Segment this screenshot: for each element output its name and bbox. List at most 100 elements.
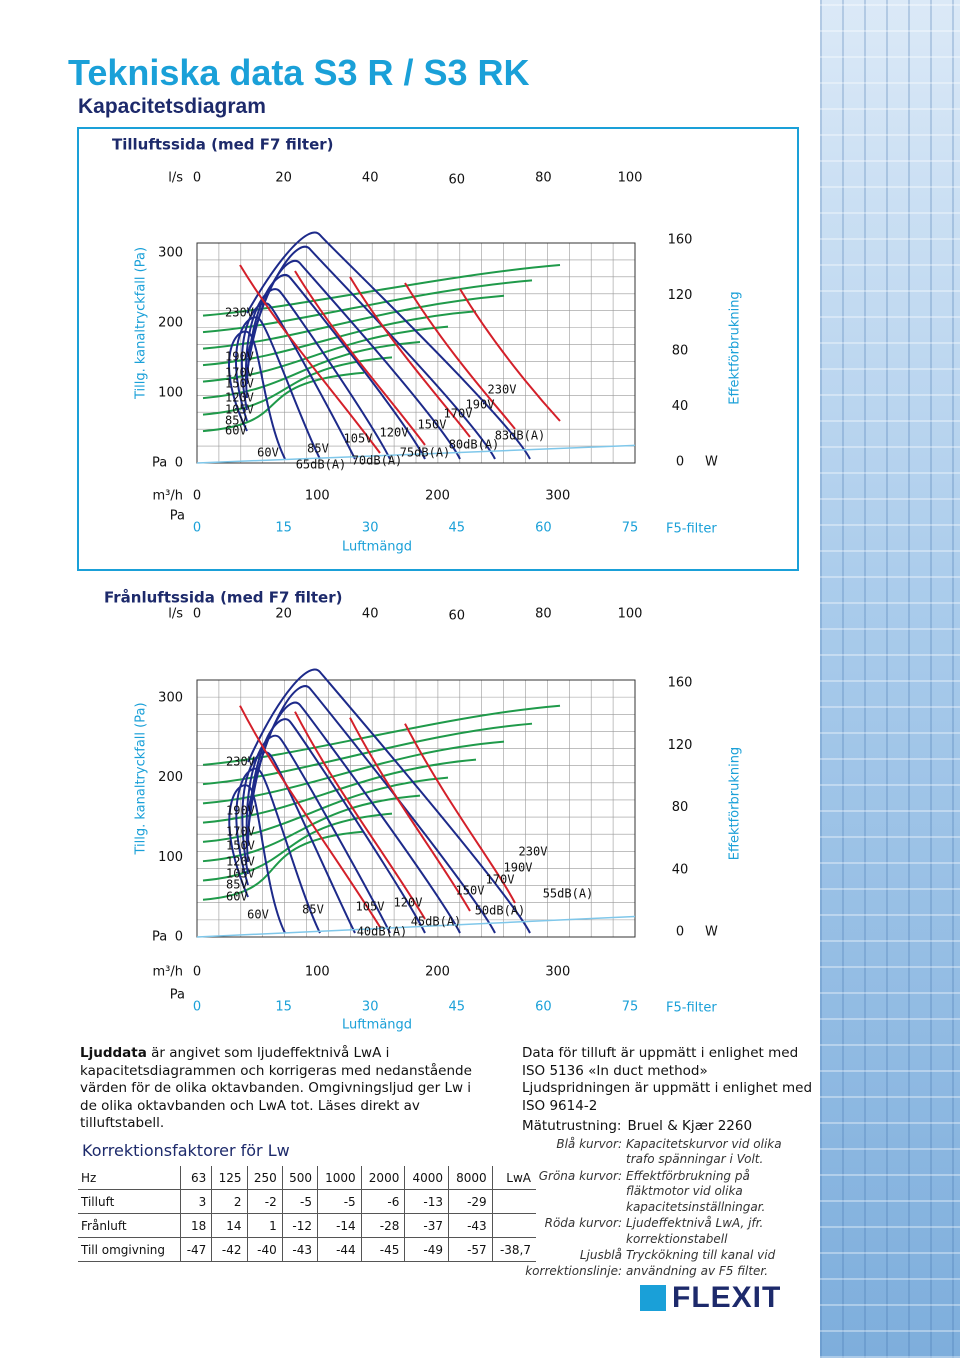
curve-label: 170V xyxy=(226,825,255,839)
table-cell: -2 xyxy=(247,1189,283,1214)
curve-label: 60V xyxy=(257,446,279,460)
power-curve xyxy=(202,740,505,805)
curve-label: 150V xyxy=(226,839,255,853)
curve-label: 170V xyxy=(486,873,515,887)
power-curve xyxy=(202,341,421,400)
pressure-tick: 300 xyxy=(158,246,183,261)
table-header-cell: LwA xyxy=(492,1166,536,1190)
curve-label: 83dB(A) xyxy=(495,429,546,443)
flow-tick: 20 xyxy=(275,607,292,622)
power-tick: 40 xyxy=(672,399,689,414)
table-cell: -45 xyxy=(361,1237,406,1262)
filter-tick: 15 xyxy=(275,1000,292,1015)
measurement-info: Data för tilluft är uppmätt i enlighet m… xyxy=(522,1045,812,1279)
legend-row: Gröna kurvor: Effektförbrukning på fläktm… xyxy=(522,1169,812,1216)
power-tick: 120 xyxy=(668,738,693,753)
pressure-tick: 300 xyxy=(158,691,183,706)
volume-tick: 0 xyxy=(193,965,201,980)
curve-label: 230V xyxy=(488,383,517,397)
flow-tick: 60 xyxy=(449,173,466,188)
equipment: Mätutrustning: Bruel & Kjær 2260 xyxy=(522,1118,812,1136)
filter-tick: 30 xyxy=(362,521,379,536)
legend-term: Blå kurvor: xyxy=(556,1136,622,1151)
curve-label: 150V xyxy=(456,884,485,898)
filter-unit: Pa xyxy=(170,509,185,524)
fan-curve xyxy=(241,751,356,934)
curve-label: 45dB(A) xyxy=(411,915,462,929)
sound-curve xyxy=(404,723,516,904)
pressure-tick: 200 xyxy=(158,316,183,331)
power-curve xyxy=(202,830,365,901)
volume-tick: 100 xyxy=(305,489,330,504)
table-cell: Frånluft xyxy=(78,1213,181,1238)
volume-tick: 100 xyxy=(305,965,330,980)
power-tick: 160 xyxy=(668,676,693,691)
table-cell: -14 xyxy=(317,1213,362,1238)
building-photo xyxy=(820,0,960,1358)
correction-table: Hz 63 125 250 500 1000 2000 4000 8000 LwA Tilluft 3… xyxy=(78,1166,536,1262)
flow-unit: l/s xyxy=(168,607,183,622)
filter-label: F5-filter xyxy=(666,522,717,537)
table-cell: -28 xyxy=(361,1213,406,1238)
filter-line xyxy=(196,444,636,464)
curve-label: 75dB(A) xyxy=(400,446,451,460)
power-curve xyxy=(202,294,505,350)
filter-tick: 75 xyxy=(622,521,639,536)
logo-icon xyxy=(640,1285,666,1311)
sound-curve xyxy=(294,711,426,920)
flow-tick: 80 xyxy=(535,171,552,186)
power-tick: 0 xyxy=(676,925,684,940)
brand-name: FLEXIT xyxy=(672,1281,782,1314)
curve-label: 105V xyxy=(226,867,255,881)
table-cell: -5 xyxy=(282,1189,319,1214)
diagram-frame xyxy=(77,127,799,571)
table-header-cell: 500 xyxy=(282,1166,319,1190)
table-row: Hz 63 125 250 500 1000 2000 4000 8000 LwA xyxy=(78,1166,536,1190)
sound-note: Ljuddata är angivet som ljudeffektnivå L… xyxy=(80,1045,480,1133)
power-tick: 160 xyxy=(668,233,693,248)
filter-tick: 15 xyxy=(275,521,292,536)
plot-border xyxy=(196,242,636,464)
power-curve xyxy=(202,371,365,433)
table-cell: Tilluft xyxy=(78,1189,181,1214)
table-header-cell: 63 xyxy=(180,1166,213,1190)
curve-label: 120V xyxy=(380,426,409,440)
fan-curve xyxy=(247,668,531,934)
pressure-label: Tillg. kanaltryckfall (Pa) xyxy=(134,247,149,400)
curve-label: 170V xyxy=(444,407,473,421)
diagram-title: Tilluftssida (med F7 filter) xyxy=(112,136,334,154)
power-curve xyxy=(202,794,421,863)
flow-tick: 40 xyxy=(362,607,379,622)
brand-logo: FLEXIT xyxy=(640,1281,781,1315)
volume-tick: 300 xyxy=(545,965,570,980)
legend-term: Ljusblå korrektionslinje: xyxy=(525,1248,622,1278)
table-header-cell: 125 xyxy=(211,1166,248,1190)
pressure-unit: Pa xyxy=(152,456,167,471)
sound-curve xyxy=(349,276,471,438)
diagrams: Tilluftssida (med F7 filter) l/s 0 20 40 60 80… xyxy=(77,127,799,1033)
table-cell: -37 xyxy=(404,1213,450,1238)
fan-curve xyxy=(228,330,286,460)
curve-label: 230V xyxy=(519,845,548,859)
table-cell: -42 xyxy=(211,1237,248,1262)
pressure-tick: 0 xyxy=(175,456,183,471)
equipment-value: Bruel & Kjær 2260 xyxy=(627,1118,753,1134)
volume-unit: m³/h xyxy=(153,489,184,504)
table-cell: -44 xyxy=(317,1237,362,1262)
power-curve xyxy=(202,704,561,766)
flow-tick: 80 xyxy=(535,607,552,622)
flow-unit: l/s xyxy=(168,171,183,186)
note-lead: Ljuddata xyxy=(80,1045,147,1061)
power-label: Effektförbrukning xyxy=(728,291,743,404)
legend-row: Ljusblå korrektionslinje: Tryckökning til… xyxy=(522,1248,812,1279)
table-cell: -57 xyxy=(448,1237,493,1262)
power-tick: 80 xyxy=(672,344,689,359)
table-cell: Till omgivning xyxy=(78,1237,181,1262)
curve-label: 105V xyxy=(356,900,385,914)
table-cell: -5 xyxy=(317,1189,362,1214)
filter-tick: 45 xyxy=(449,1000,466,1015)
pressure-tick: 100 xyxy=(158,850,183,865)
table-header-cell: 2000 xyxy=(361,1166,406,1190)
curve-label: 105V xyxy=(344,432,373,446)
curve-label: 80dB(A) xyxy=(449,438,500,452)
